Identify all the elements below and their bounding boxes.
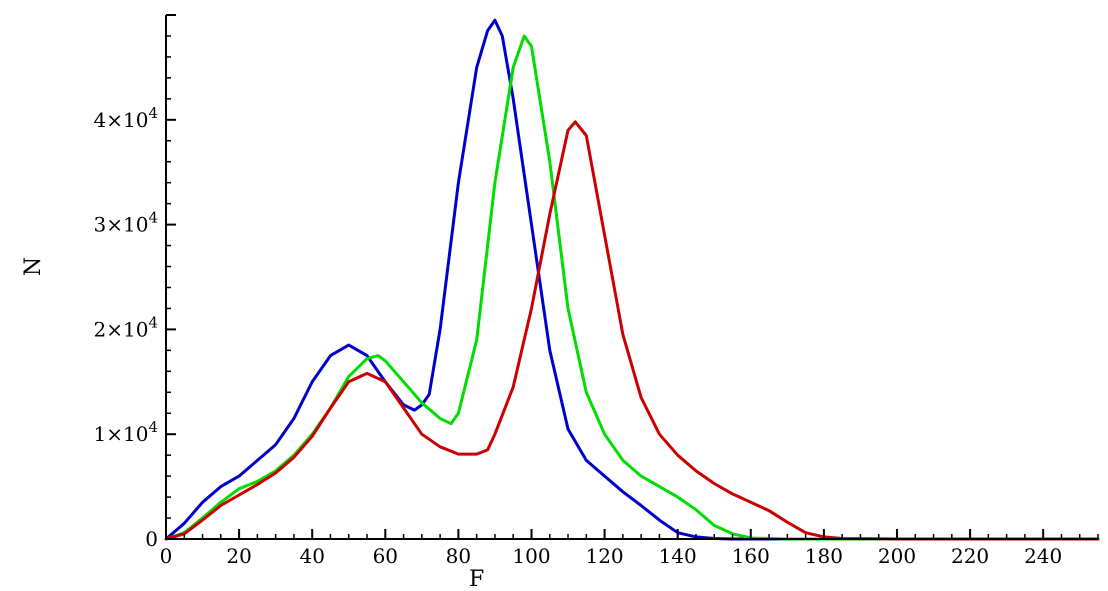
x-tick-label: 240: [1024, 544, 1062, 568]
x-tick-label: 120: [585, 544, 623, 568]
x-tick-label: 160: [732, 544, 770, 568]
x-tick-label: 180: [805, 544, 843, 568]
tick-labels-layer: 0 20 40 60 80 100 120 140 160 180 200 220 240 0 1×104 2…: [94, 104, 1063, 568]
series-layer: [164, 18, 1100, 541]
series-line-3: [164, 120, 1100, 541]
x-tick-label: 20: [226, 544, 251, 568]
y-tick-label: 4×104: [94, 104, 158, 132]
x-tick-label: 0: [160, 544, 173, 568]
ticks-layer: [165, 14, 1099, 540]
x-tick-label: 200: [878, 544, 916, 568]
y-axis-title: N: [21, 257, 46, 276]
series-line-2: [164, 34, 1100, 541]
y-tick-label: 0: [145, 527, 158, 551]
x-axis-title: F: [469, 567, 484, 591]
x-tick-label: 220: [951, 544, 989, 568]
axes-layer: [165, 15, 1098, 540]
x-tick-label: 140: [659, 544, 697, 568]
series-line-1: [164, 18, 1100, 541]
x-tick-label: 40: [299, 544, 324, 568]
x-tick-label: 80: [446, 544, 471, 568]
y-tick-label: 2×104: [94, 313, 158, 341]
x-tick-label: 100: [512, 544, 550, 568]
y-tick-label: 1×104: [94, 418, 158, 446]
y-tick-label: 3×104: [94, 209, 158, 237]
x-tick-label: 60: [373, 544, 398, 568]
